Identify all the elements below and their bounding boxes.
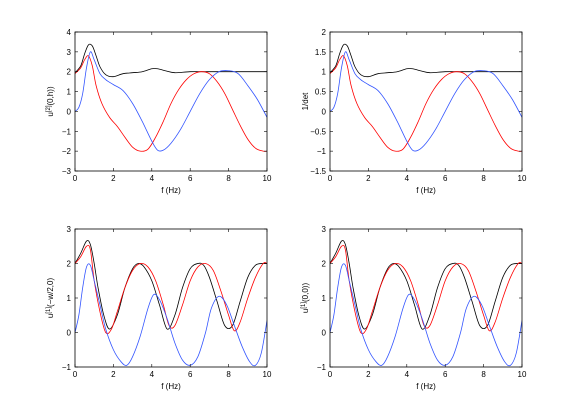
x-tick-label: 6 [188, 370, 193, 379]
x-axis-label: f (Hz) [416, 382, 436, 391]
y-axis-label-superscript: [1] [46, 307, 52, 314]
series-line-3 [75, 263, 267, 367]
y-axis-label-superscript: [1] [301, 302, 307, 309]
y-tick-label: −1 [62, 127, 72, 136]
x-tick-label: 10 [518, 174, 527, 183]
x-tick-label: 8 [226, 370, 231, 379]
x-tick-label: 2 [366, 174, 371, 183]
y-axis-label: u[1](−w/2,0) [46, 278, 55, 319]
series-line-3 [330, 263, 522, 367]
x-tick-label: 2 [111, 370, 116, 379]
x-tick-label: 2 [111, 174, 116, 183]
plot-area [330, 229, 522, 367]
y-tick-label: 1.5 [315, 48, 327, 57]
y-tick-label: 1 [67, 294, 72, 303]
y-axis-label-argument: (0,h)) [46, 86, 55, 105]
y-axis-label-main: u [46, 112, 55, 116]
y-tick-label: −2 [62, 147, 72, 156]
y-tick-label: 0.5 [315, 88, 327, 97]
y-tick-label: −1.5 [310, 167, 326, 176]
x-tick-label: 8 [481, 370, 486, 379]
y-tick-label: 1 [322, 68, 327, 77]
y-tick-label: 3 [322, 225, 327, 234]
y-tick-label: −0.5 [310, 127, 326, 136]
x-tick-label: 0 [328, 174, 333, 183]
series-line-2 [330, 55, 522, 152]
x-tick-label: 4 [405, 174, 410, 183]
y-tick-label: −1 [62, 363, 72, 372]
x-tick-label: 0 [73, 174, 78, 183]
y-tick-label: 1 [322, 294, 327, 303]
subplot-1: 0 2 4 6 8 10 −3 −2 −1 0 1 2 3 4 f (Hz) u[2](0,h)) [46, 28, 272, 195]
x-tick-label: 8 [481, 174, 486, 183]
series-group [75, 43, 267, 152]
axes-frame [329, 31, 523, 172]
x-axis-label: f (Hz) [416, 186, 436, 195]
x-tick-label: 8 [226, 174, 231, 183]
y-axis-label: u[1](0,0)) [301, 283, 310, 314]
series-group [75, 240, 267, 367]
series-group [330, 43, 522, 152]
y-axis-label-argument: (−w/2,0) [46, 278, 55, 307]
series-line-3 [75, 51, 267, 152]
x-tick-label: 6 [188, 174, 193, 183]
y-tick-label: 0 [322, 107, 327, 116]
y-tick-label: 2 [322, 260, 327, 269]
x-tick-label: 4 [150, 370, 155, 379]
series-line-1 [75, 240, 267, 330]
x-tick-label: 2 [366, 370, 371, 379]
y-tick-label: −3 [62, 167, 72, 176]
y-tick-label: −1 [317, 147, 327, 156]
series-line-1 [330, 240, 522, 330]
x-tick-label: 0 [73, 370, 78, 379]
y-axis-label-argument: (0,0)) [301, 283, 310, 302]
x-tick-label: 10 [263, 370, 272, 379]
y-axis-label: 1/det [301, 92, 310, 111]
x-tick-label: 10 [518, 370, 527, 379]
x-tick-label: 10 [263, 174, 272, 183]
y-tick-label: 3 [67, 225, 72, 234]
subplot-2: 0 2 4 6 8 10 −1.5 −1 −0.5 0 0.5 1 1.5 2 f (Hz) 1/det [301, 28, 527, 195]
x-tick-label: 6 [443, 370, 448, 379]
y-tick-label: 0 [67, 107, 72, 116]
y-tick-label: 2 [322, 28, 327, 37]
y-axis-label-main: u [46, 314, 55, 318]
x-tick-label: 0 [328, 370, 333, 379]
y-axis-label-main: u [301, 309, 310, 313]
axes-frame [74, 31, 268, 172]
x-tick-label: 4 [150, 174, 155, 183]
y-tick-label: 0 [322, 329, 327, 338]
series-line-2 [75, 55, 267, 152]
y-tick-label: 0 [67, 329, 72, 338]
y-axis-label-main: 1/det [301, 92, 310, 111]
y-tick-label: 2 [67, 68, 72, 77]
y-tick-label: 1 [67, 88, 72, 97]
y-tick-label: 2 [67, 260, 72, 269]
plot-area [75, 229, 267, 367]
y-tick-label: −1 [317, 363, 327, 372]
x-tick-label: 4 [405, 370, 410, 379]
y-axis-label: u[2](0,h)) [46, 86, 55, 117]
series-group [330, 240, 522, 367]
x-axis-label: f (Hz) [161, 186, 181, 195]
x-axis-label: f (Hz) [161, 382, 181, 391]
plot-area [330, 32, 522, 171]
y-tick-label: 3 [67, 48, 72, 57]
x-tick-label: 6 [443, 174, 448, 183]
y-axis-label-superscript: [2] [46, 105, 52, 112]
y-tick-label: 4 [67, 28, 72, 37]
plot-area [75, 32, 267, 171]
series-line-3 [330, 51, 522, 152]
